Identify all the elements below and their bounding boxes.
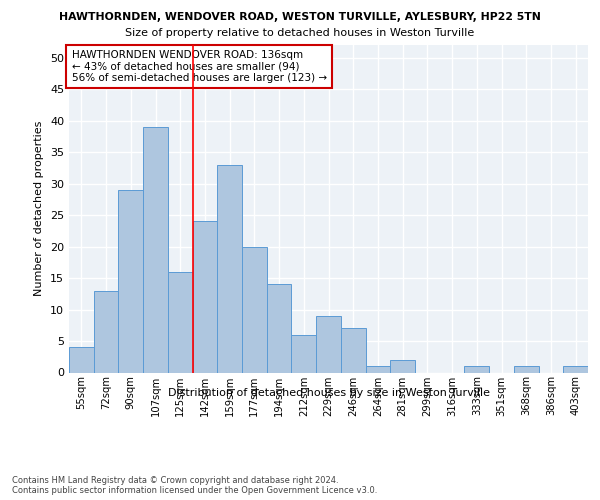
Bar [69, 348, 94, 372]
Text: Contains HM Land Registry data © Crown copyright and database right 2024.
Contai: Contains HM Land Registry data © Crown c… [12, 476, 377, 495]
Bar [341, 328, 365, 372]
Bar [193, 222, 217, 372]
Bar [390, 360, 415, 372]
Bar [217, 164, 242, 372]
Bar [365, 366, 390, 372]
Bar [118, 190, 143, 372]
Text: HAWTHORNDEN, WENDOVER ROAD, WESTON TURVILLE, AYLESBURY, HP22 5TN: HAWTHORNDEN, WENDOVER ROAD, WESTON TURVI… [59, 12, 541, 22]
Bar [94, 290, 118, 372]
Bar [292, 334, 316, 372]
Bar [267, 284, 292, 372]
Text: HAWTHORNDEN WENDOVER ROAD: 136sqm
← 43% of detached houses are smaller (94)
56% : HAWTHORNDEN WENDOVER ROAD: 136sqm ← 43% … [71, 50, 327, 83]
Text: Distribution of detached houses by size in Weston Turville: Distribution of detached houses by size … [168, 388, 490, 398]
Bar [242, 246, 267, 372]
Bar [168, 272, 193, 372]
Bar [316, 316, 341, 372]
Y-axis label: Number of detached properties: Number of detached properties [34, 121, 44, 296]
Bar [143, 127, 168, 372]
Bar [464, 366, 489, 372]
Text: Size of property relative to detached houses in Weston Turville: Size of property relative to detached ho… [125, 28, 475, 38]
Bar [563, 366, 588, 372]
Bar [514, 366, 539, 372]
